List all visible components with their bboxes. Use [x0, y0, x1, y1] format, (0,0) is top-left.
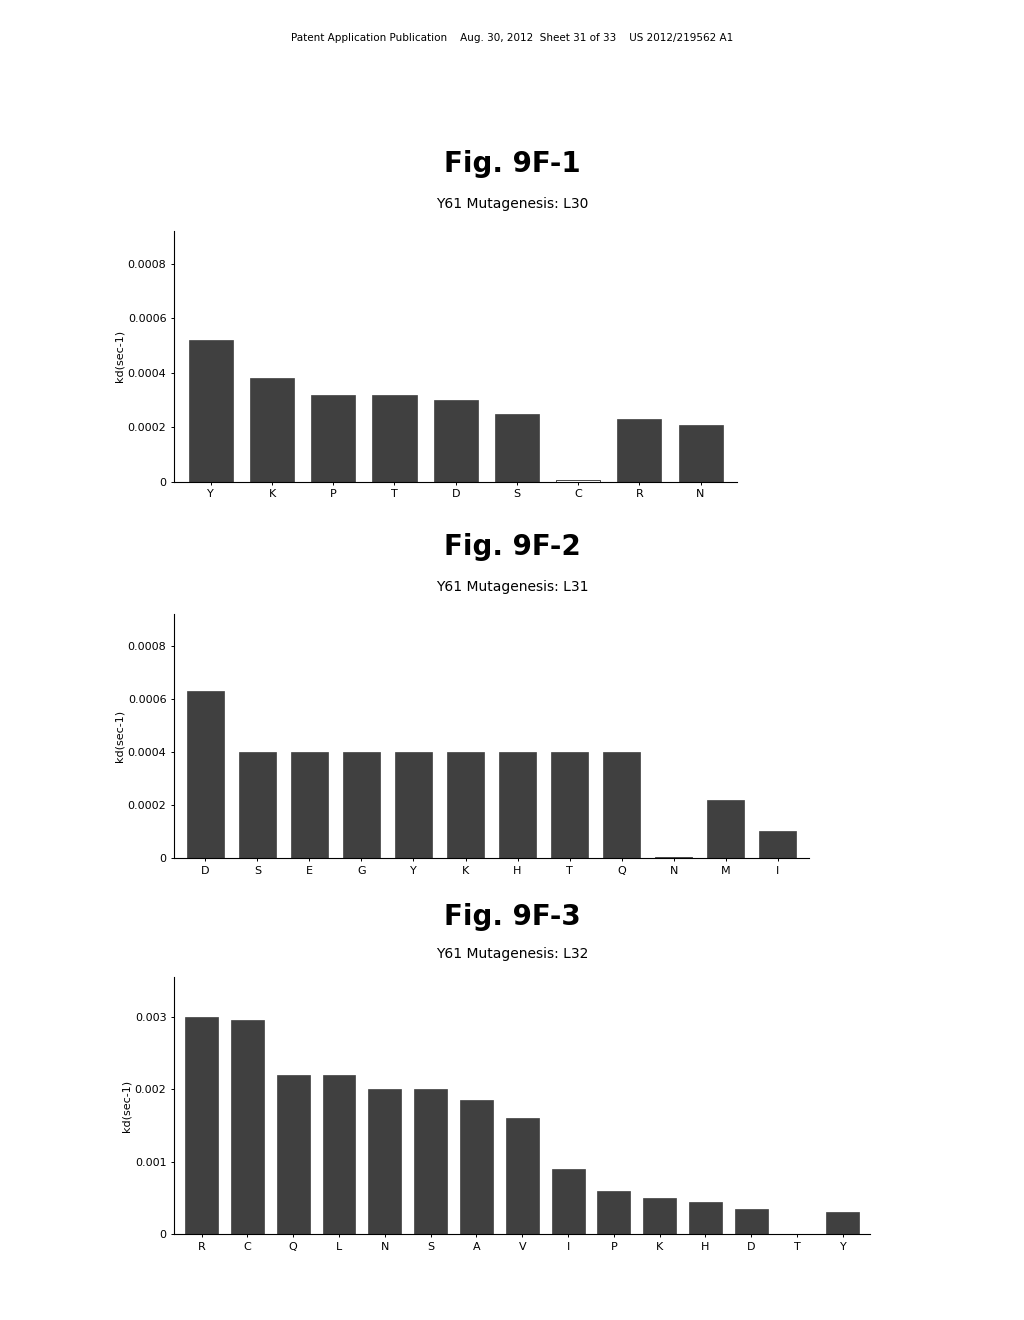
Bar: [291, 752, 328, 858]
Bar: [552, 1170, 585, 1234]
Bar: [369, 1089, 401, 1234]
Bar: [506, 1118, 539, 1234]
Bar: [597, 1191, 631, 1234]
Text: Fig. 9F-3: Fig. 9F-3: [443, 903, 581, 931]
Bar: [394, 752, 432, 858]
Y-axis label: kd(sec-1): kd(sec-1): [115, 330, 125, 383]
Bar: [826, 1213, 859, 1234]
Bar: [343, 752, 380, 858]
Bar: [556, 480, 600, 482]
Bar: [689, 1201, 722, 1234]
Bar: [707, 800, 744, 858]
Text: Fig. 9F-1: Fig. 9F-1: [443, 150, 581, 178]
Bar: [655, 857, 692, 858]
Bar: [759, 832, 797, 858]
Bar: [551, 752, 589, 858]
Bar: [643, 1199, 676, 1234]
Bar: [446, 752, 484, 858]
Y-axis label: kd(sec-1): kd(sec-1): [122, 1080, 132, 1131]
Bar: [679, 425, 723, 482]
Bar: [414, 1089, 447, 1234]
Bar: [735, 1209, 768, 1234]
Bar: [495, 413, 539, 482]
Bar: [603, 752, 640, 858]
Text: Fig. 9F-2: Fig. 9F-2: [443, 533, 581, 561]
Bar: [276, 1074, 309, 1234]
Bar: [311, 395, 355, 482]
Bar: [239, 752, 276, 858]
Bar: [230, 1020, 264, 1234]
Text: Patent Application Publication    Aug. 30, 2012  Sheet 31 of 33    US 2012/21956: Patent Application Publication Aug. 30, …: [291, 33, 733, 44]
Bar: [433, 400, 478, 482]
Y-axis label: kd(sec-1): kd(sec-1): [115, 710, 125, 762]
Bar: [185, 1016, 218, 1234]
Text: Y61 Mutagenesis: L32: Y61 Mutagenesis: L32: [436, 946, 588, 961]
Bar: [460, 1100, 493, 1234]
Bar: [373, 395, 417, 482]
Bar: [499, 752, 537, 858]
Bar: [186, 690, 224, 858]
Bar: [250, 379, 294, 482]
Text: Y61 Mutagenesis: L30: Y61 Mutagenesis: L30: [436, 197, 588, 211]
Bar: [617, 418, 662, 482]
Text: Y61 Mutagenesis: L31: Y61 Mutagenesis: L31: [436, 579, 588, 594]
Bar: [188, 341, 232, 482]
Bar: [323, 1074, 355, 1234]
